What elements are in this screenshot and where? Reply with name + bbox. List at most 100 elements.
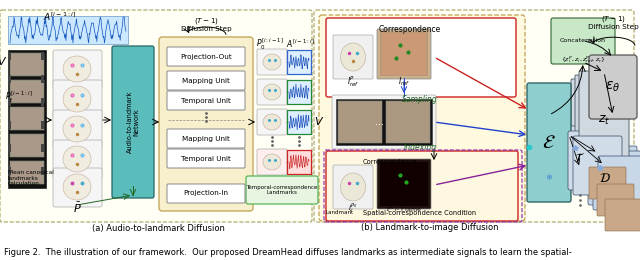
FancyBboxPatch shape <box>319 15 525 221</box>
Bar <box>41 52 44 60</box>
Text: Mean canonical
landmarks
calculation: Mean canonical landmarks calculation <box>8 170 54 186</box>
Bar <box>10 107 44 130</box>
Ellipse shape <box>340 173 365 201</box>
Text: $P_t^{[i-1:i]}$: $P_t^{[i-1:i]}$ <box>5 89 33 105</box>
FancyBboxPatch shape <box>257 149 287 175</box>
FancyBboxPatch shape <box>53 80 102 119</box>
Bar <box>382 33 426 75</box>
Text: Projection-Out: Projection-Out <box>180 54 232 60</box>
Bar <box>287 80 311 104</box>
Bar <box>8 52 11 60</box>
Text: V: V <box>314 117 322 127</box>
Text: Projection-In: Projection-In <box>184 191 228 197</box>
Bar <box>10 80 44 103</box>
Ellipse shape <box>340 43 365 71</box>
Text: $\mathcal{D}$: $\mathcal{D}$ <box>599 172 611 185</box>
FancyBboxPatch shape <box>53 110 102 149</box>
Bar <box>8 75 11 83</box>
Text: Sampling: Sampling <box>402 95 438 105</box>
FancyBboxPatch shape <box>597 184 634 216</box>
Ellipse shape <box>263 84 281 100</box>
Text: $A^{[i-1:i]}$: $A^{[i-1:i]}$ <box>285 38 314 50</box>
FancyBboxPatch shape <box>588 146 637 205</box>
Bar <box>338 101 382 143</box>
Ellipse shape <box>263 154 281 170</box>
Text: Spatial-correspondence Condition: Spatial-correspondence Condition <box>364 210 477 216</box>
Bar <box>8 144 11 152</box>
Bar <box>41 144 44 152</box>
FancyBboxPatch shape <box>326 18 516 97</box>
Text: Figure 2.  The illustration of our framework.  Our proposed DreamHead diffuses l: Figure 2. The illustration of our framew… <box>4 248 572 257</box>
Ellipse shape <box>63 174 91 200</box>
FancyBboxPatch shape <box>551 18 615 64</box>
Text: $P_0^{[i:i-1]}$: $P_0^{[i:i-1]}$ <box>256 36 284 52</box>
Bar <box>11 81 43 102</box>
FancyBboxPatch shape <box>589 167 626 199</box>
Text: Correspondence: Correspondence <box>363 159 417 165</box>
Bar <box>8 98 11 106</box>
Bar <box>41 121 44 129</box>
FancyBboxPatch shape <box>167 71 245 90</box>
FancyBboxPatch shape <box>167 149 245 168</box>
Text: (b) Landmark-to-image Diffusion: (b) Landmark-to-image Diffusion <box>361 224 499 232</box>
FancyBboxPatch shape <box>579 71 629 168</box>
Text: Concatenation: Concatenation <box>560 38 606 43</box>
Text: V: V <box>0 57 5 67</box>
Bar <box>41 98 44 106</box>
FancyBboxPatch shape <box>326 151 518 221</box>
FancyBboxPatch shape <box>593 151 640 210</box>
Bar <box>287 50 311 74</box>
Bar <box>41 75 44 83</box>
Bar <box>11 108 43 129</box>
Bar <box>8 167 11 175</box>
Text: $\mathcal{T}$: $\mathcal{T}$ <box>575 152 586 165</box>
Text: $I_{ref}$: $I_{ref}$ <box>398 76 410 88</box>
Bar <box>8 50 46 188</box>
Bar <box>8 16 128 44</box>
Text: Correspondence: Correspondence <box>379 25 441 35</box>
Text: $(T-1)$
Diffusion Step: $(T-1)$ Diffusion Step <box>588 14 638 30</box>
FancyBboxPatch shape <box>167 91 245 110</box>
FancyBboxPatch shape <box>571 79 621 176</box>
Text: (a) Audio-to-landmark Diffusion: (a) Audio-to-landmark Diffusion <box>92 224 225 232</box>
Text: $(T-1)$
Diffusion Step: $(T-1)$ Diffusion Step <box>180 16 232 32</box>
FancyBboxPatch shape <box>333 35 373 79</box>
Ellipse shape <box>63 56 91 82</box>
Bar <box>11 54 43 75</box>
FancyBboxPatch shape <box>575 75 625 172</box>
FancyBboxPatch shape <box>573 136 622 195</box>
FancyBboxPatch shape <box>257 109 287 135</box>
Text: Indexing: Indexing <box>403 144 436 153</box>
FancyBboxPatch shape <box>527 83 571 202</box>
FancyBboxPatch shape <box>568 131 617 190</box>
Ellipse shape <box>63 146 91 172</box>
Text: $\epsilon_\theta$: $\epsilon_\theta$ <box>605 80 621 94</box>
Text: Landmark: Landmark <box>326 210 354 214</box>
FancyBboxPatch shape <box>167 129 245 148</box>
Bar <box>10 134 44 157</box>
Bar <box>11 162 43 183</box>
FancyBboxPatch shape <box>563 126 612 185</box>
FancyBboxPatch shape <box>167 184 245 203</box>
Text: $\bar{P}$: $\bar{P}$ <box>73 201 81 215</box>
Text: Mapping Unit: Mapping Unit <box>182 77 230 83</box>
Bar <box>8 121 11 129</box>
Text: $I_{ref}^P$: $I_{ref}^P$ <box>347 75 359 89</box>
Text: Audio-to-landmark
Network: Audio-to-landmark Network <box>127 91 140 153</box>
Bar <box>10 161 44 184</box>
FancyBboxPatch shape <box>377 159 431 209</box>
Text: $I_i^{P_0}$: $I_i^{P_0}$ <box>348 201 358 215</box>
Text: $\mathcal{E}$: $\mathcal{E}$ <box>542 133 556 152</box>
FancyBboxPatch shape <box>167 47 245 66</box>
Bar <box>380 162 428 206</box>
Text: ❄: ❄ <box>545 172 552 181</box>
Text: ...: ... <box>376 117 385 127</box>
FancyBboxPatch shape <box>257 49 287 75</box>
Ellipse shape <box>63 116 91 142</box>
FancyBboxPatch shape <box>246 176 318 204</box>
FancyBboxPatch shape <box>589 55 637 119</box>
FancyBboxPatch shape <box>53 168 102 207</box>
Ellipse shape <box>263 114 281 130</box>
Bar <box>336 99 432 145</box>
Bar <box>10 53 44 76</box>
